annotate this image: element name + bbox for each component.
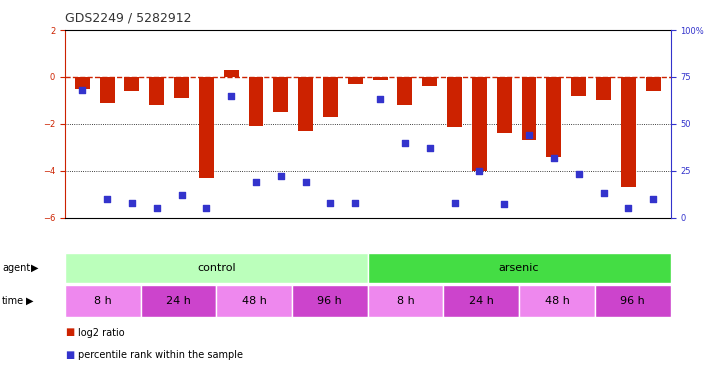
Text: arsenic: arsenic [499, 263, 539, 273]
Bar [149, 77, 164, 105]
Text: 8 h: 8 h [94, 296, 112, 306]
Point [300, 179, 311, 185]
Bar [497, 77, 512, 133]
Bar [443, 285, 519, 317]
Bar [75, 77, 89, 88]
Text: 24 h: 24 h [166, 296, 191, 306]
Text: 24 h: 24 h [469, 296, 494, 306]
Text: log2 ratio: log2 ratio [78, 327, 125, 338]
Bar [521, 77, 536, 140]
Point [448, 200, 460, 206]
Bar [298, 77, 313, 131]
Point [498, 201, 510, 207]
Bar [571, 77, 586, 96]
Point [250, 179, 262, 185]
Bar [323, 77, 338, 117]
Point [126, 200, 138, 206]
Point [374, 96, 386, 102]
Bar [65, 285, 141, 317]
Point [573, 171, 585, 177]
Bar [646, 77, 660, 91]
Bar [368, 285, 443, 317]
Bar [65, 253, 368, 283]
Text: 96 h: 96 h [620, 296, 645, 306]
Bar [141, 285, 216, 317]
Point [523, 132, 535, 138]
Text: ▶: ▶ [31, 263, 38, 273]
Text: GDS2249 / 5282912: GDS2249 / 5282912 [65, 11, 191, 24]
Point [548, 154, 559, 160]
Bar [348, 77, 363, 84]
Bar [216, 285, 292, 317]
Point [324, 200, 336, 206]
Point [76, 87, 88, 93]
Bar [174, 77, 189, 98]
Bar [292, 285, 368, 317]
Point [102, 196, 113, 202]
Bar [447, 77, 462, 127]
Text: time: time [2, 296, 25, 306]
Point [647, 196, 659, 202]
Bar [373, 77, 388, 80]
Bar [368, 253, 671, 283]
Bar [423, 77, 437, 86]
Point [424, 145, 435, 151]
Bar [125, 77, 139, 91]
Bar [595, 285, 671, 317]
Point [151, 205, 162, 211]
Text: 48 h: 48 h [242, 296, 267, 306]
Point [399, 140, 411, 146]
Text: ■: ■ [65, 350, 74, 360]
Text: control: control [197, 263, 236, 273]
Point [275, 173, 287, 179]
Bar [472, 77, 487, 171]
Bar [249, 77, 263, 126]
Bar [224, 70, 239, 77]
Text: 48 h: 48 h [544, 296, 570, 306]
Point [622, 205, 634, 211]
Bar [199, 77, 214, 178]
Point [226, 93, 237, 99]
Bar [397, 77, 412, 105]
Bar [621, 77, 636, 187]
Bar [99, 77, 115, 103]
Text: 96 h: 96 h [317, 296, 342, 306]
Text: percentile rank within the sample: percentile rank within the sample [78, 350, 243, 360]
Text: ▶: ▶ [26, 296, 33, 306]
Bar [547, 77, 562, 157]
Point [598, 190, 609, 196]
Point [350, 200, 361, 206]
Text: agent: agent [2, 263, 30, 273]
Text: 8 h: 8 h [397, 296, 415, 306]
Point [200, 205, 212, 211]
Point [474, 168, 485, 174]
Bar [273, 77, 288, 112]
Point [176, 192, 187, 198]
Bar [596, 77, 611, 101]
Bar [519, 285, 595, 317]
Text: ■: ■ [65, 327, 74, 338]
